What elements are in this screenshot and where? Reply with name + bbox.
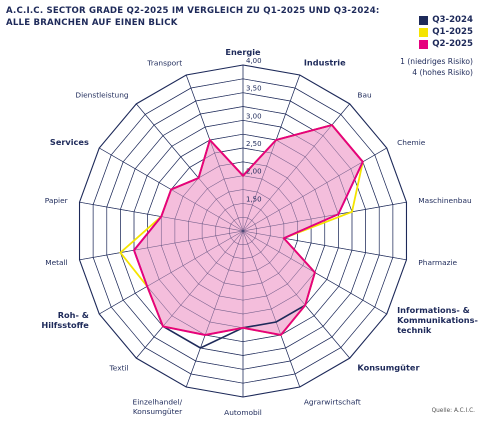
category-label-2: Bau — [357, 91, 372, 100]
scale-note: 1 (niedriges Risiko) 4 (hohes Risiko) — [400, 56, 473, 78]
legend-label-q3-2024: Q3-2024 — [432, 15, 473, 25]
legend-swatch-q2-2025 — [419, 39, 429, 49]
category-label-5: Pharmazie — [418, 258, 457, 267]
category-label-6-line-2: technik — [397, 325, 432, 335]
legend: Q3-2024 Q1-2025 Q2-2025 — [419, 14, 473, 50]
category-label-10-line-0: Einzelhandel/ — [133, 397, 183, 406]
scale-note-high: 4 (hohes Risiko) — [412, 68, 473, 77]
category-label-10-line-1: Konsumgüter — [133, 407, 183, 416]
category-label-13: Metall — [45, 258, 67, 267]
category-label-16: Dienstleistung — [75, 91, 128, 100]
category-label-3: Chemie — [397, 138, 426, 147]
category-label-13-line-0: Metall — [45, 258, 67, 267]
chart-title-line-1: A.C.I.C. SECTOR GRADE Q2-2025 IM VERGLEI… — [6, 6, 380, 16]
category-label-6: Informations- & Kommunikations-technik — [397, 305, 478, 335]
tick-label-5: 4,00 — [246, 57, 262, 65]
category-label-6-line-0: Informations- & — [397, 305, 470, 315]
category-label-7-line-0: Konsumgüter — [357, 362, 420, 372]
category-label-12-line-0: Roh- & — [58, 310, 89, 320]
category-label-12-line-1: Hilfsstoffe — [41, 320, 89, 330]
category-label-17-line-0: Transport — [146, 59, 182, 68]
category-label-3-line-0: Chemie — [397, 138, 426, 147]
tick-label-4: 3,50 — [246, 85, 262, 93]
legend-swatch-q3-2024 — [419, 15, 429, 25]
spoke-overlay-12 — [99, 230, 244, 315]
chart-title: A.C.I.C. SECTOR GRADE Q2-2025 IM VERGLEI… — [6, 5, 380, 29]
category-label-1: Industrie — [304, 58, 346, 68]
legend-swatch-q1-2025 — [419, 27, 429, 37]
tick-label-1: 2,00 — [246, 168, 262, 176]
legend-item-q1-2025: Q1-2025 — [419, 26, 473, 38]
tick-label-3: 3,00 — [246, 112, 262, 120]
spoke-overlay-17 — [185, 74, 244, 232]
spoke-overlay-5 — [242, 230, 407, 261]
spoke-overlay-11 — [136, 230, 244, 359]
category-label-14-line-0: Papier — [45, 196, 69, 205]
category-label-0-line-0: Energie — [225, 47, 261, 57]
spoke-overlay-4 — [242, 201, 407, 232]
spoke-overlay-13 — [79, 230, 244, 261]
category-label-7: Konsumgüter — [357, 362, 420, 372]
source-note: Quelle: A.C.I.C. — [431, 408, 475, 414]
category-label-17: Transport — [146, 59, 182, 68]
legend-label-q2-2025: Q2-2025 — [432, 39, 473, 49]
category-label-9-line-0: Automobil — [224, 408, 262, 417]
category-label-16-line-0: Dienstleistung — [75, 91, 128, 100]
category-label-10: Einzelhandel/Konsumgüter — [133, 397, 184, 416]
chart-title-line-2: ALLE BRANCHEN AUF EINEN BLICK — [6, 18, 178, 28]
tick-label-2: 2,50 — [246, 140, 262, 148]
tick-label-0: 1,50 — [246, 195, 262, 203]
category-label-8: Agrarwirtschaft — [304, 397, 361, 406]
category-label-15-line-0: Services — [50, 137, 89, 147]
category-label-6-line-1: Kommunikations- — [397, 315, 478, 325]
category-label-14: Papier — [45, 196, 69, 205]
category-label-4-line-0: Maschinenbau — [418, 196, 472, 205]
legend-item-q2-2025: Q2-2025 — [419, 38, 473, 50]
category-label-11-line-0: Textil — [109, 363, 129, 372]
spoke-overlay-10 — [185, 230, 244, 388]
category-label-4: Maschinenbau — [418, 196, 472, 205]
category-label-15: Services — [50, 137, 89, 147]
spoke-overlay-7 — [242, 230, 350, 359]
category-label-5-line-0: Pharmazie — [418, 258, 457, 267]
scale-note-low: 1 (niedriges Risiko) — [400, 57, 473, 66]
category-label-11: Textil — [109, 363, 129, 372]
category-label-0: Energie — [225, 47, 261, 57]
legend-item-q3-2024: Q3-2024 — [419, 14, 473, 26]
spoke-overlay-1 — [242, 74, 301, 232]
spoke-overlay-16 — [136, 103, 244, 232]
category-label-8-line-0: Agrarwirtschaft — [304, 397, 361, 406]
category-label-1-line-0: Industrie — [304, 58, 346, 68]
category-label-2-line-0: Bau — [357, 91, 372, 100]
category-label-9: Automobil — [224, 408, 262, 417]
legend-label-q1-2025: Q1-2025 — [432, 27, 473, 37]
category-label-12: Roh- & Hilfsstoffe — [41, 310, 89, 330]
spoke-overlay-8 — [242, 230, 301, 388]
